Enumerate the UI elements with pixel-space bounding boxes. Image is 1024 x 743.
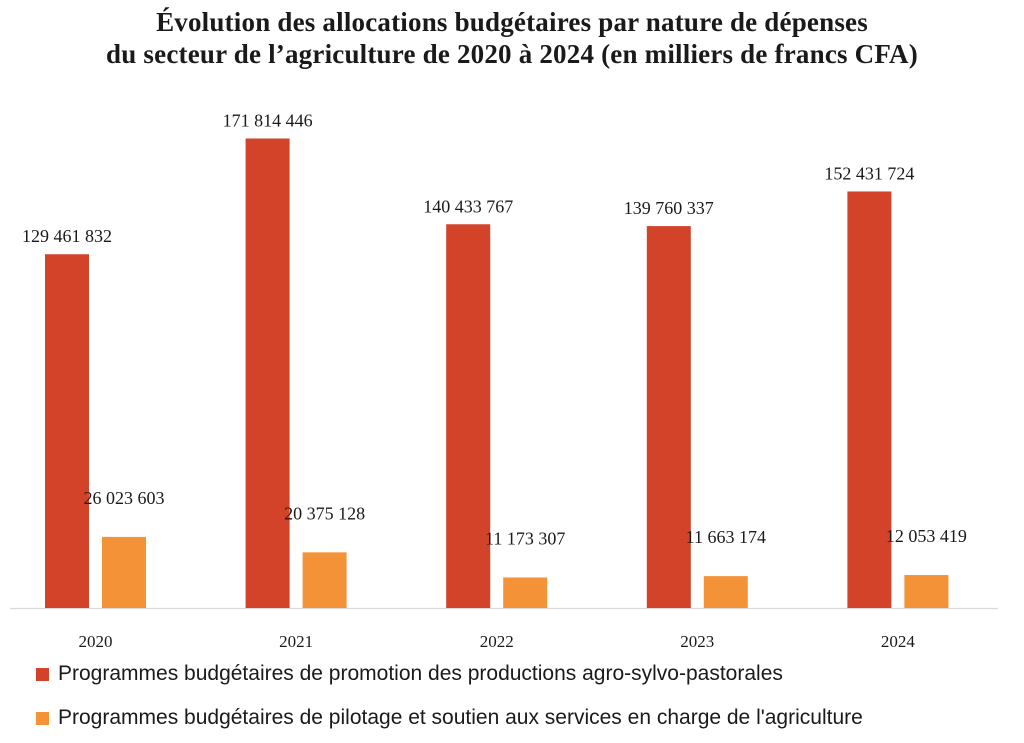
bar-promotion-2020 (45, 254, 89, 608)
data-label-promotion-2023: 139 760 337 (624, 198, 714, 218)
x-tick-label-2020: 2020 (79, 632, 113, 651)
x-tick-label-2022: 2022 (480, 632, 514, 651)
x-tick-label-2021: 2021 (279, 632, 313, 651)
legend-item-pilotage: Programmes budgétaires de pilotage et so… (36, 706, 863, 730)
data-label-pilotage-2020: 26 023 603 (84, 488, 165, 508)
bar-promotion-2024 (847, 191, 892, 609)
bar-pilotage-2022 (503, 577, 548, 608)
chart-marks: 129 461 832 26 023 603 2020 171 814 446 20 3… (22, 111, 967, 651)
data-label-pilotage-2023: 11 663 174 (686, 527, 766, 547)
data-label-pilotage-2024: 12 053 419 (886, 526, 967, 546)
data-label-promotion-2021: 171 814 446 (223, 111, 313, 131)
data-label-pilotage-2021: 20 375 128 (284, 503, 365, 523)
chart-title-line-2: du secteur de l’agriculture de 2020 à 20… (106, 39, 918, 69)
bar-pilotage-2020 (102, 536, 146, 608)
x-tick-label-2023: 2023 (680, 632, 714, 651)
bar-promotion-2022 (446, 224, 491, 608)
legend-label-pilotage: Programmes budgétaires de pilotage et so… (58, 706, 863, 729)
legend-swatch-red-icon (36, 667, 49, 681)
bar-promotion-2021 (245, 138, 290, 609)
bar-pilotage-2023 (703, 576, 748, 608)
x-tick-label-2024: 2024 (881, 632, 916, 651)
data-label-promotion-2024: 152 431 724 (824, 163, 914, 183)
data-label-pilotage-2022: 11 173 307 (485, 528, 565, 548)
data-label-promotion-2022: 140 433 767 (423, 196, 513, 216)
bar-promotion-2023 (646, 226, 691, 609)
chart-title-line-1: Évolution des allocations budgétaires pa… (156, 7, 868, 37)
legend-label-promotion: Programmes budgétaires de promotion des … (58, 662, 783, 685)
bar-pilotage-2024 (904, 575, 949, 608)
data-label-promotion-2020: 129 461 832 (22, 226, 112, 246)
legend-swatch-orange-icon (36, 711, 49, 725)
bar-pilotage-2021 (302, 552, 347, 608)
legend-item-promotion: Programmes budgétaires de promotion des … (36, 662, 783, 686)
chart-title: Évolution des allocations budgétaires pa… (0, 6, 1024, 70)
